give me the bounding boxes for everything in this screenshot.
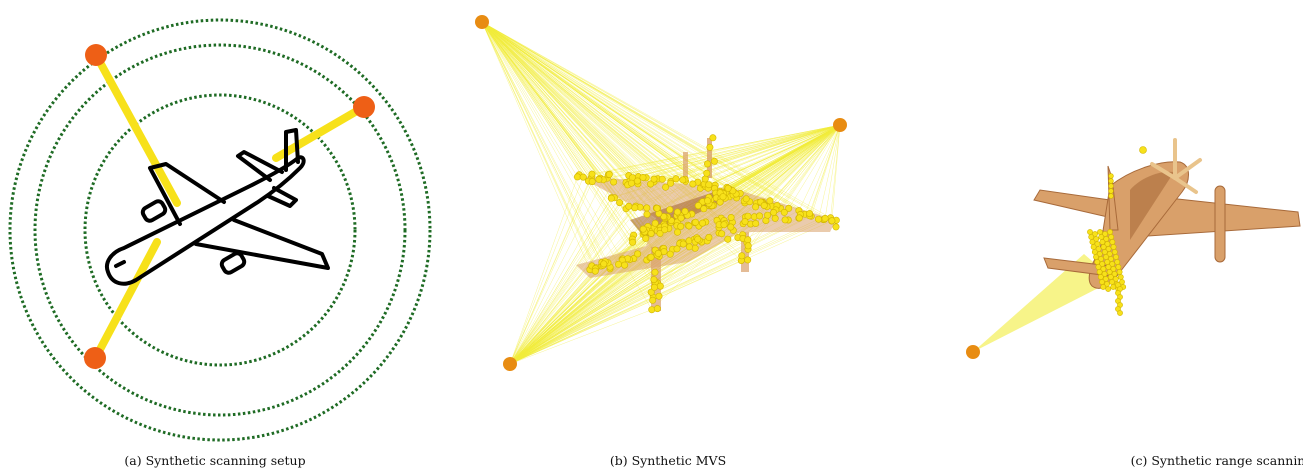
scanning-setup-diagram [8,18,432,442]
mvs-camera-dot-2 [833,118,847,132]
range-camera-dot [966,345,980,359]
mvs-camera-dot-3 [503,357,517,371]
scan-rays [92,51,366,361]
mvs-camera-markers [475,15,847,371]
scan-ray-3 [92,238,161,361]
range-scan-rendering [966,138,1301,359]
airplane-icon [105,128,330,286]
camera-markers [84,44,375,369]
outer-orbit [8,18,432,442]
caption-a: (a) Synthetic scanning setup [124,453,306,468]
scan-ray-2 [272,104,366,162]
orbit-circles [8,18,432,442]
panel-c-range-scanning [960,0,1303,450]
camera-dot-2 [353,96,375,118]
mvs-camera-dot-1 [475,15,489,29]
scan-ray-1 [92,51,181,207]
caption-c: (c) Synthetic range scanning [1130,453,1303,468]
range-point-cloud [1087,173,1127,316]
range-aircraft-mesh [1033,138,1301,289]
panel-a-scanning-setup [0,0,440,450]
mvs-point-cloud [574,134,840,314]
mvs-rendering [475,15,847,371]
caption-b: (b) Synthetic MVS [609,453,727,468]
inner-orbit [83,93,357,367]
camera-dot-1 [85,44,107,66]
range-ray-cone [973,254,1114,352]
camera-dot-3 [84,347,106,369]
panel-b-synthetic-mvs [470,0,870,450]
middle-orbit [33,43,407,417]
